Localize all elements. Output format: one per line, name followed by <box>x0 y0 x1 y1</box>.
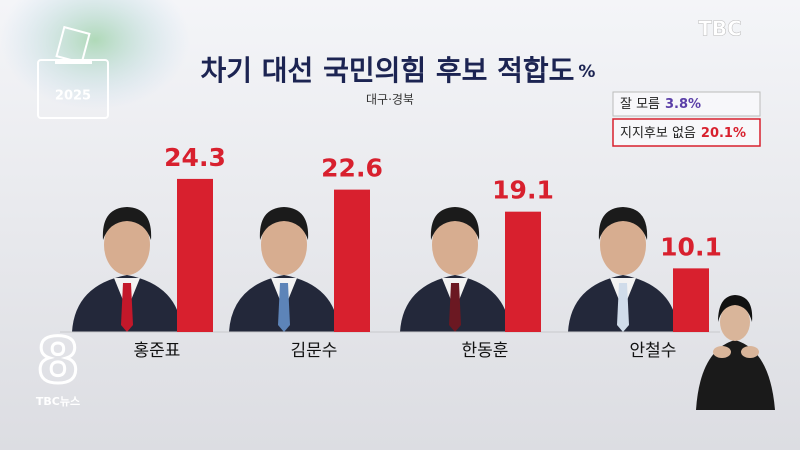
ballot-icon <box>37 25 109 119</box>
tie <box>121 283 133 332</box>
note: 잘 모름 3.8% <box>620 97 701 112</box>
chart-subtitle: 대구·경북 <box>366 93 414 107</box>
chart-title: 차기 대선 국민의힘 후보 적합도% <box>201 54 596 87</box>
bar <box>177 178 213 332</box>
note-value: 20.1% <box>701 126 746 141</box>
tie <box>449 283 461 332</box>
candidate-photo <box>400 207 510 332</box>
candidate-photo <box>72 207 182 332</box>
value-label: 24.3 <box>164 143 226 172</box>
category-label: 한동훈 <box>462 341 509 361</box>
hair <box>259 207 309 240</box>
hair <box>430 207 480 240</box>
category-label: 홍준표 <box>134 341 181 361</box>
title-text: 차기 대선 국민의힘 후보 적합도 <box>201 54 575 87</box>
hair <box>598 207 648 240</box>
face <box>432 215 478 275</box>
value-label: 22.6 <box>321 154 383 183</box>
face <box>104 215 150 275</box>
value-label: 10.1 <box>660 232 722 261</box>
tie <box>278 283 290 332</box>
note-box <box>612 91 761 117</box>
face <box>261 215 307 275</box>
program-number: 8 <box>36 324 79 397</box>
note-value: 3.8% <box>665 97 701 112</box>
note-label: 지지후보 없음 <box>620 126 696 141</box>
value-label: 19.1 <box>492 176 554 205</box>
bar <box>334 189 370 332</box>
note-label: 잘 모름 <box>620 97 660 112</box>
category-label: 안철수 <box>630 341 677 361</box>
bar <box>673 268 709 332</box>
program-name: TBC뉴스 <box>36 395 80 408</box>
candidate-photo <box>568 207 678 332</box>
hair <box>102 207 152 240</box>
note: 지지후보 없음 20.1% <box>620 126 746 141</box>
category-label: 김문수 <box>291 341 338 361</box>
tie <box>617 283 629 332</box>
bar <box>505 211 541 332</box>
decor-blob <box>0 0 190 110</box>
interpreter <box>696 295 775 410</box>
candidate-photo <box>229 207 339 332</box>
title-unit: % <box>578 62 595 82</box>
station-logo: TBC <box>698 17 742 41</box>
note-box <box>612 118 761 147</box>
face <box>600 215 646 275</box>
ballot-year: 2025 <box>55 89 91 104</box>
